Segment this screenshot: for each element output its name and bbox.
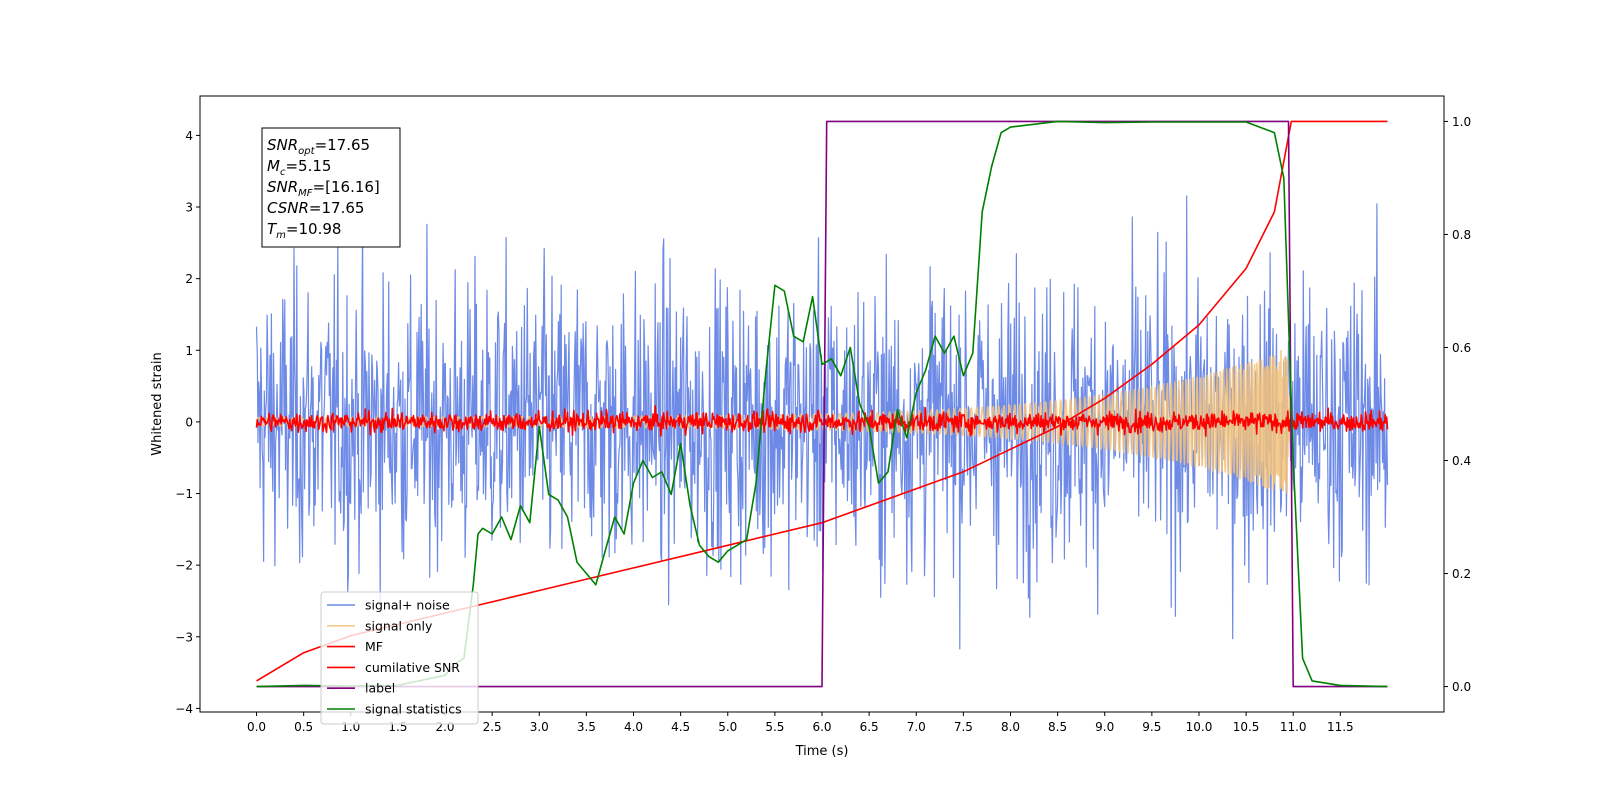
y-axis-label: Whitened strain	[150, 352, 165, 455]
x-tick-label: 2.5	[483, 720, 502, 734]
legend-label: MF	[365, 639, 383, 654]
annotation-line: SNRMF=[16.16]	[267, 178, 380, 199]
x-tick-label: 3.0	[530, 720, 549, 734]
y-tick-label: 4	[185, 129, 193, 143]
legend-label: signal only	[365, 618, 433, 633]
y-tick-label: −1	[175, 487, 193, 501]
y2-tick-label: 1.0	[1452, 115, 1471, 129]
x-tick-label: 6.5	[860, 720, 879, 734]
x-tick-label: 11.5	[1327, 720, 1354, 734]
annotation-line: Tm=10.98	[267, 220, 341, 241]
x-tick-label: 6.0	[812, 720, 831, 734]
x-tick-label: 9.5	[1142, 720, 1161, 734]
y2-tick-label: 0.0	[1452, 680, 1471, 694]
annotation-line: Mc=5.15	[267, 157, 331, 178]
x-tick-label: 4.0	[624, 720, 643, 734]
x-tick-label: 7.0	[907, 720, 926, 734]
y-tick-label: 2	[185, 272, 193, 286]
annotation-line: CSNR=17.65	[267, 199, 364, 217]
y-axis-right: 0.0 0.2 0.4 0.6 0.8 1.0	[1444, 115, 1471, 694]
x-tick-label: 10.0	[1186, 720, 1213, 734]
y-tick-label: 0	[185, 415, 193, 429]
series-mf-line	[255, 405, 1389, 437]
x-tick-label: 3.5	[577, 720, 596, 734]
y2-tick-label: 0.2	[1452, 567, 1471, 581]
legend-label: signal statistics	[365, 702, 462, 717]
y-tick-label: −4	[175, 702, 193, 716]
y2-tick-label: 0.4	[1452, 454, 1471, 468]
x-tick-label: 0.5	[294, 720, 313, 734]
x-tick-label: 10.5	[1233, 720, 1260, 734]
x-tick-label: 5.0	[718, 720, 737, 734]
y-axis: −4 −3 −2 −1 0 1 2 3 4	[175, 129, 200, 716]
series-signal-statistics-line	[256, 120, 1388, 688]
x-axis-label: Time (s)	[795, 744, 849, 759]
x-tick-label: 4.5	[671, 720, 690, 734]
y-tick-label: 3	[185, 201, 193, 215]
stats-annotation-box: SNRopt=17.65Mc=5.15SNRMF=[16.16]CSNR=17.…	[261, 127, 401, 248]
annotation-box	[261, 127, 401, 248]
x-tick-label: 11.0	[1280, 720, 1307, 734]
legend-label: signal+ noise	[365, 598, 450, 613]
x-tick-label: 0.0	[247, 720, 266, 734]
annotation-line: SNRopt=17.65	[267, 136, 370, 157]
x-tick-label: 8.0	[1001, 720, 1020, 734]
legend-label: cumilative SNR	[365, 660, 460, 675]
x-tick-label: 5.5	[765, 720, 784, 734]
y2-tick-label: 0.8	[1452, 228, 1471, 242]
x-tick-label: 8.5	[1048, 720, 1067, 734]
x-tick-label: 9.0	[1095, 720, 1114, 734]
x-tick-label: 7.5	[954, 720, 973, 734]
legend-box	[320, 591, 479, 725]
y-tick-label: 1	[185, 344, 193, 358]
legend-label: label	[365, 681, 395, 696]
y-tick-label: −3	[175, 630, 193, 644]
y2-tick-label: 0.6	[1452, 341, 1471, 355]
y-tick-label: −2	[175, 559, 193, 573]
legend: signal+ noise signal only MF cumilative SNR…	[320, 591, 479, 725]
